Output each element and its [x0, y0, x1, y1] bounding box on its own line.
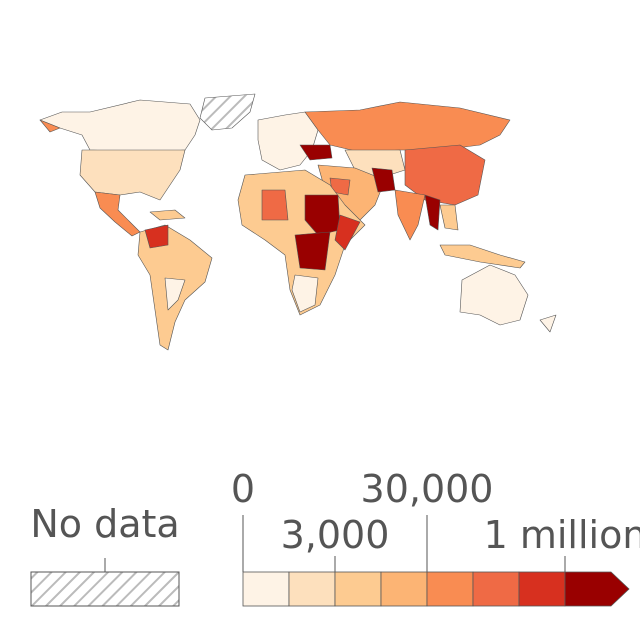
no-data-swatch	[30, 571, 180, 607]
legend-swatch	[288, 571, 336, 607]
legend-swatch	[380, 571, 428, 607]
world-map	[39, 93, 557, 351]
legend-tick-label: 3,000	[281, 513, 390, 557]
no-data-label: No data	[30, 502, 179, 546]
legend-tick-label: 1 million	[484, 513, 640, 557]
legend-tick-label: 30,000	[361, 467, 494, 511]
legend: No data	[30, 502, 180, 607]
legend-swatch	[472, 571, 520, 607]
legend-swatch-arrow	[564, 571, 630, 607]
legend-tick-label: 0	[231, 467, 255, 511]
legend-swatch	[334, 571, 382, 607]
legend-swatch	[518, 571, 566, 607]
legend-swatch	[426, 571, 474, 607]
legend-swatch	[242, 571, 290, 607]
